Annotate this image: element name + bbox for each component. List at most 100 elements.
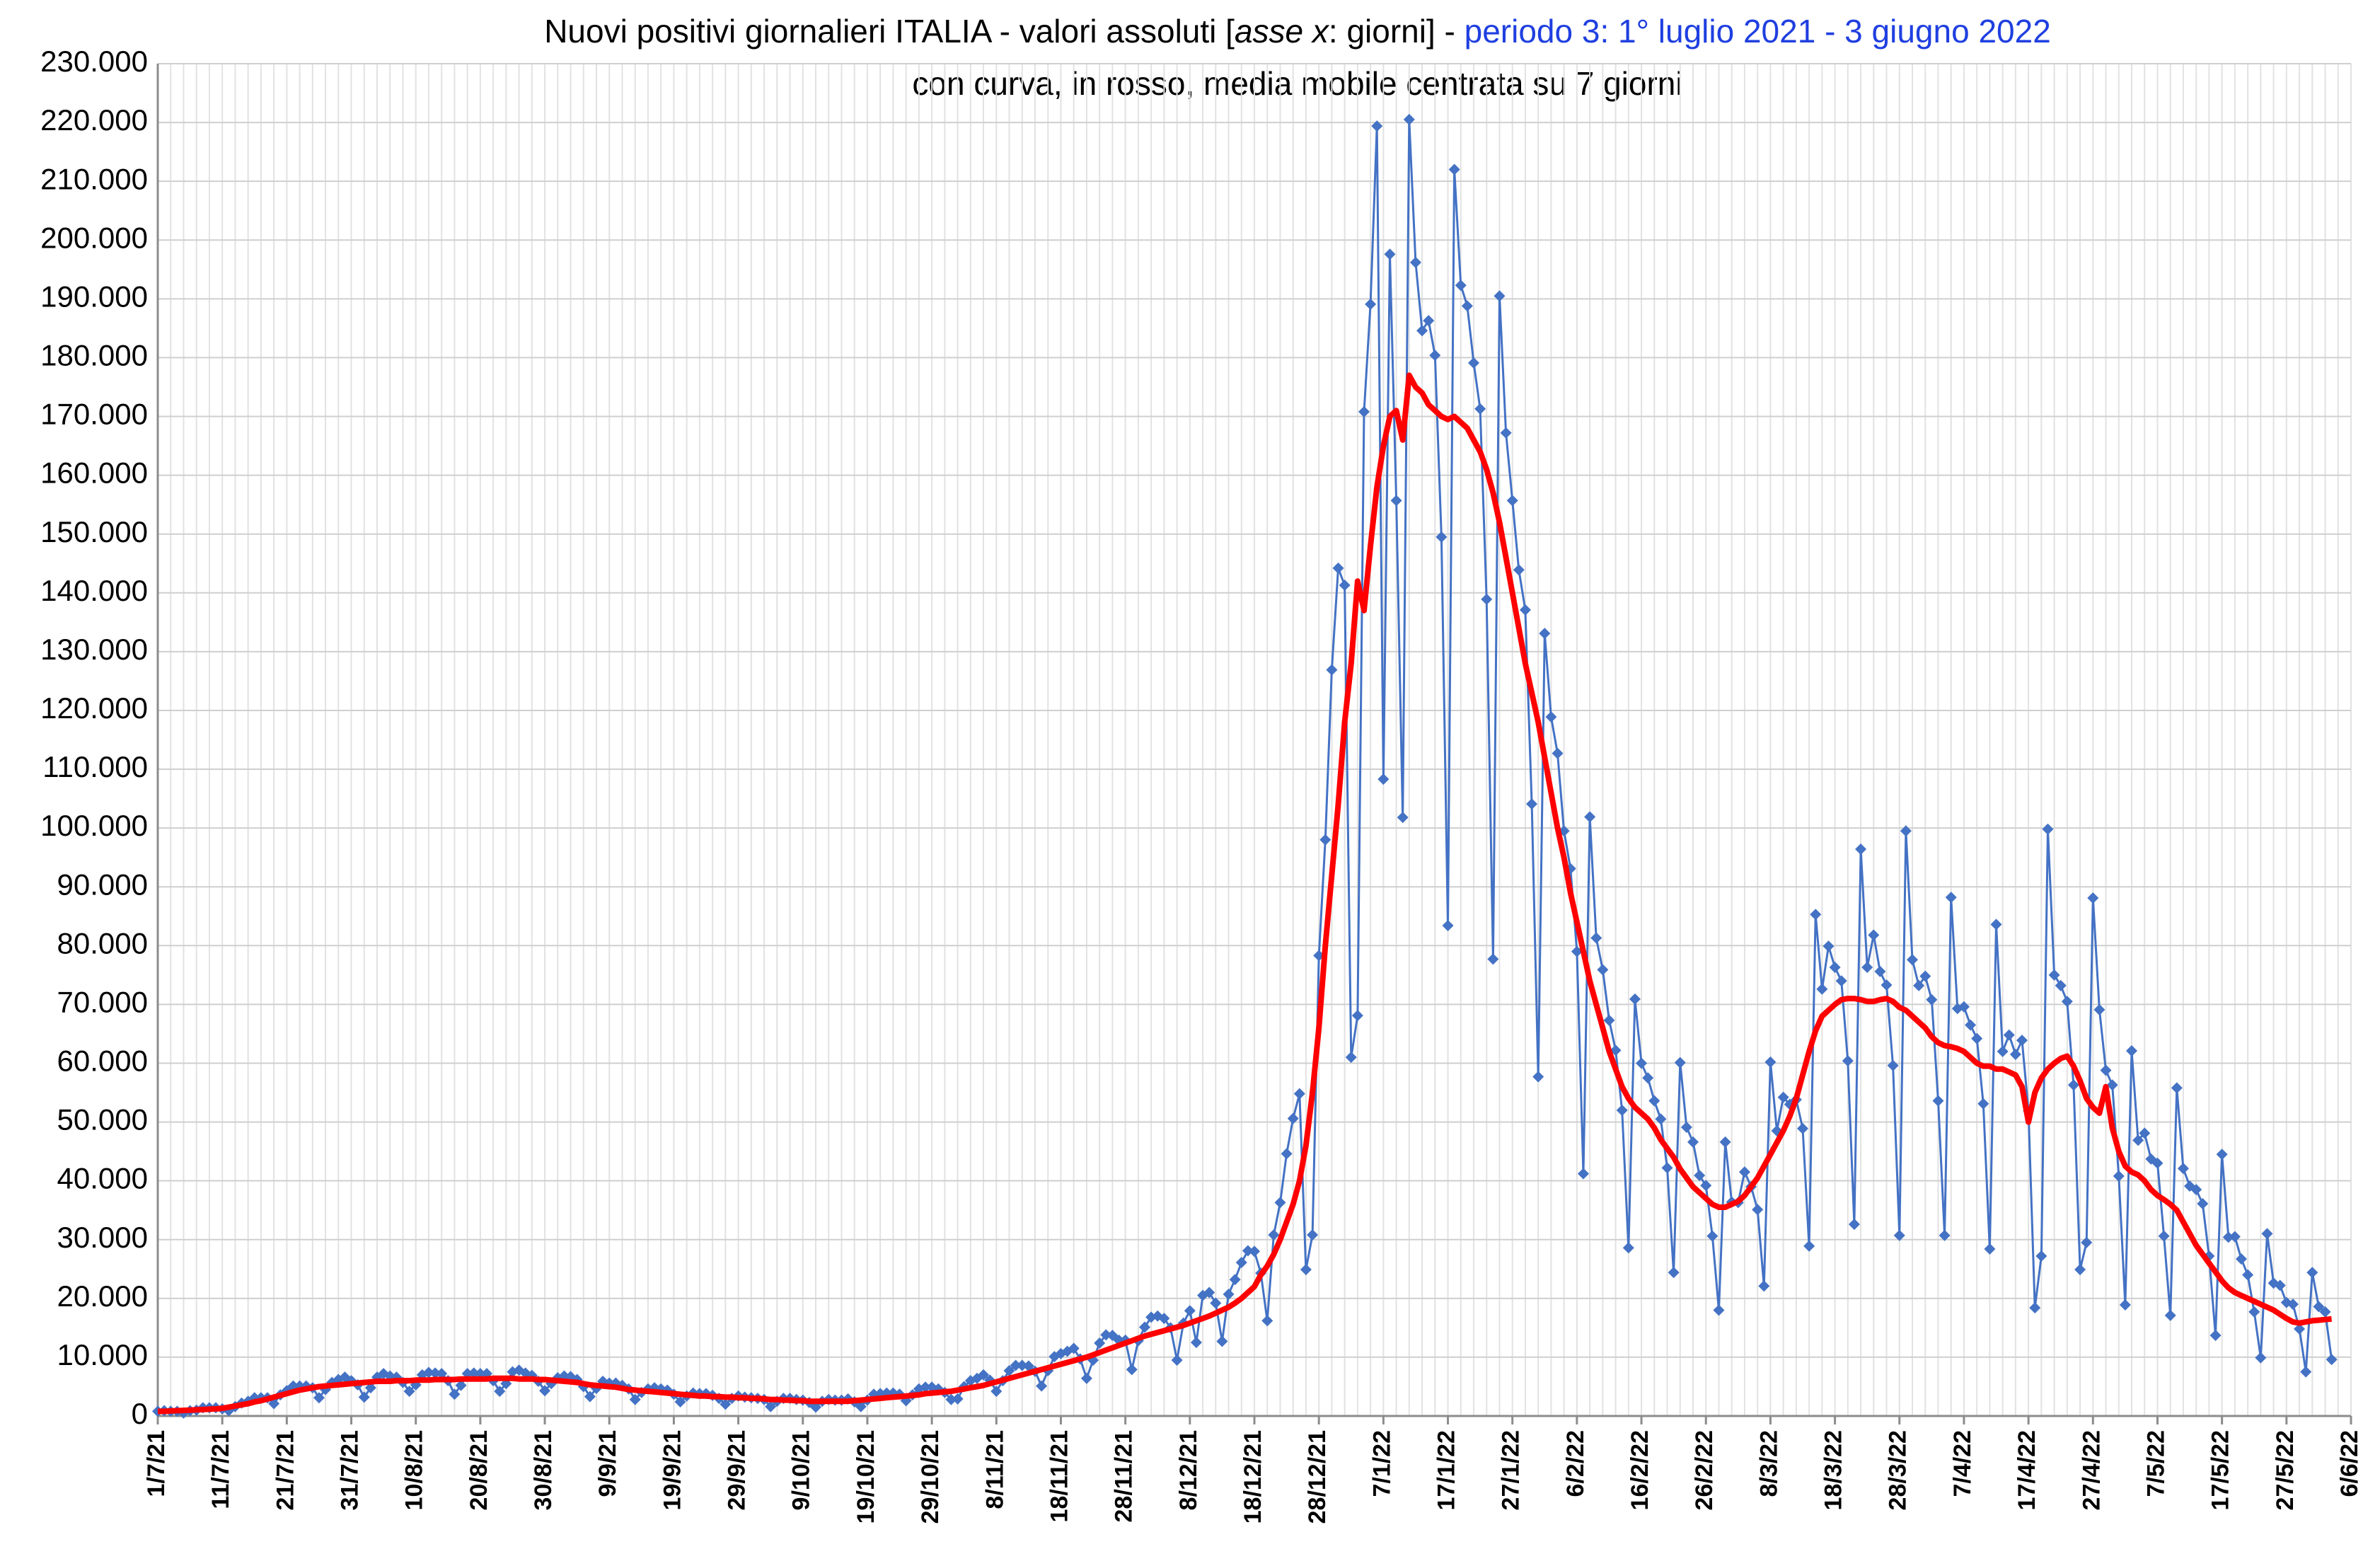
y-tick-label: 210.000 bbox=[40, 162, 148, 195]
data-point bbox=[539, 1385, 551, 1397]
data-point bbox=[1907, 954, 1918, 966]
data-point bbox=[2171, 1082, 2183, 1094]
y-tick-label: 170.000 bbox=[40, 398, 148, 431]
data-point bbox=[403, 1386, 415, 1398]
data-point bbox=[720, 1398, 732, 1410]
data-point bbox=[1242, 1245, 1254, 1257]
x-tick-label: 10/8/21 bbox=[401, 1430, 428, 1510]
data-point bbox=[1526, 798, 1538, 810]
data-point bbox=[1900, 825, 1912, 837]
data-point bbox=[2216, 1148, 2228, 1161]
data-point bbox=[2113, 1170, 2125, 1182]
data-point bbox=[1287, 1112, 1299, 1124]
data-point bbox=[1506, 495, 1518, 507]
data-point bbox=[1068, 1342, 1080, 1354]
data-point bbox=[2255, 1352, 2267, 1364]
y-tick-label: 70.000 bbox=[57, 985, 148, 1018]
data-point bbox=[1616, 1104, 1628, 1116]
data-point bbox=[1461, 300, 1473, 312]
data-point bbox=[1777, 1091, 1789, 1103]
x-tick-label: 19/9/21 bbox=[659, 1430, 686, 1510]
data-point bbox=[1519, 604, 1531, 616]
data-point bbox=[455, 1379, 467, 1391]
data-point bbox=[1139, 1321, 1150, 1333]
data-point bbox=[1764, 1056, 1777, 1068]
data-point bbox=[1597, 964, 1609, 976]
data-point bbox=[1158, 1313, 1170, 1325]
data-point bbox=[1842, 1055, 1854, 1067]
x-tick-label: 6/2/22 bbox=[1562, 1430, 1589, 1497]
data-point bbox=[1010, 1359, 1022, 1371]
data-point bbox=[1719, 1136, 1731, 1148]
data-point bbox=[1423, 315, 1435, 327]
data-point bbox=[2197, 1198, 2209, 1210]
title-part: periodo 3: 1° luglio 2021 - 3 giugno 202… bbox=[1465, 13, 2051, 50]
data-point bbox=[1680, 1122, 1692, 1134]
data-point bbox=[1919, 970, 1931, 982]
data-point bbox=[2248, 1306, 2260, 1318]
data-point bbox=[1977, 1098, 1989, 1110]
data-point bbox=[1926, 994, 1938, 1006]
y-tick-label: 120.000 bbox=[40, 691, 148, 725]
x-tick-label: 11/7/21 bbox=[207, 1430, 234, 1509]
data-point bbox=[1738, 1166, 1750, 1178]
data-point bbox=[945, 1393, 957, 1405]
y-tick-label: 220.000 bbox=[40, 103, 148, 137]
data-point bbox=[1636, 1057, 1648, 1069]
x-tick-label: 7/4/22 bbox=[1949, 1430, 1976, 1497]
data-point bbox=[1706, 1230, 1718, 1242]
data-point bbox=[1409, 256, 1421, 268]
x-tick-label: 31/7/21 bbox=[337, 1430, 364, 1510]
data-point bbox=[1816, 983, 1828, 995]
data-point bbox=[1648, 1095, 1660, 1107]
data-point bbox=[584, 1391, 596, 1403]
data-point bbox=[2242, 1269, 2254, 1281]
x-tick-label: 8/3/22 bbox=[1755, 1430, 1782, 1497]
data-point bbox=[2274, 1279, 2286, 1291]
data-point bbox=[1668, 1267, 1680, 1279]
data-point bbox=[2009, 1049, 2021, 1061]
data-point bbox=[1494, 290, 1506, 302]
data-point bbox=[1442, 920, 1454, 932]
data-point bbox=[436, 1368, 448, 1380]
data-point bbox=[1319, 834, 1331, 846]
data-point bbox=[1184, 1305, 1196, 1317]
data-point bbox=[358, 1391, 370, 1403]
data-point bbox=[1539, 628, 1551, 640]
data-point bbox=[2061, 996, 2073, 1008]
data-point bbox=[1281, 1148, 1293, 1160]
x-tick-label: 30/8/21 bbox=[530, 1430, 557, 1510]
data-point bbox=[2222, 1231, 2234, 1243]
data-point bbox=[1545, 711, 1557, 723]
data-point bbox=[1249, 1245, 1260, 1257]
y-tick-label: 130.000 bbox=[40, 633, 148, 666]
y-tick-label: 180.000 bbox=[40, 339, 148, 372]
data-point bbox=[1390, 495, 1402, 507]
series-line bbox=[158, 372, 2332, 1415]
data-point bbox=[952, 1393, 964, 1405]
data-point bbox=[1990, 919, 2002, 931]
data-point bbox=[1603, 1014, 1615, 1026]
x-tick-label: 29/10/21 bbox=[917, 1430, 944, 1524]
data-point bbox=[810, 1401, 821, 1413]
data-point bbox=[1578, 1168, 1589, 1180]
data-point bbox=[2300, 1366, 2312, 1378]
data-point bbox=[1229, 1274, 1241, 1286]
data-point bbox=[1126, 1364, 1138, 1376]
data-point bbox=[1003, 1365, 1015, 1377]
data-point bbox=[1403, 113, 1415, 125]
y-tick-label: 110.000 bbox=[42, 750, 148, 783]
data-point bbox=[920, 1381, 931, 1393]
data-point bbox=[1552, 747, 1564, 759]
y-tick-label: 80.000 bbox=[57, 926, 148, 960]
x-tick-label: 28/3/22 bbox=[1885, 1430, 1912, 1510]
x-tick-label: 18/12/21 bbox=[1240, 1430, 1266, 1524]
data-point bbox=[1468, 357, 1479, 369]
data-point bbox=[1261, 1315, 1273, 1327]
x-tick-label: 7/5/22 bbox=[2142, 1430, 2169, 1497]
data-point bbox=[2003, 1029, 2015, 1041]
data-point bbox=[1429, 350, 1441, 362]
data-point bbox=[1571, 945, 1583, 957]
